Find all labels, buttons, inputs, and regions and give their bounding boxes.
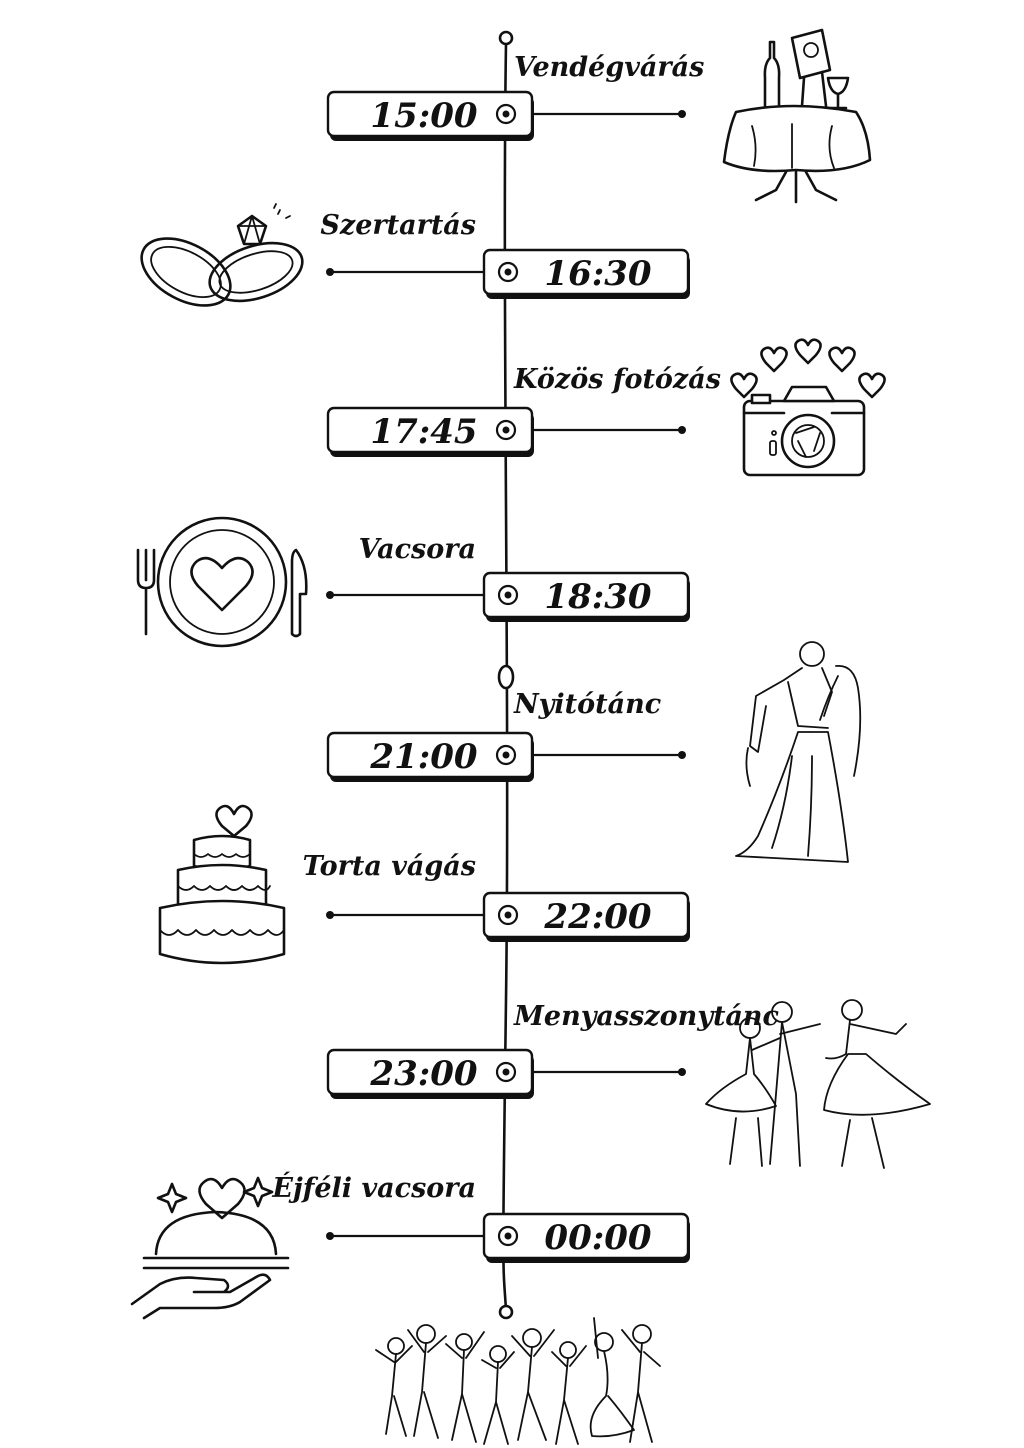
- time-box: [482, 571, 690, 619]
- bride-dance-icon: [705, 999, 931, 1169]
- connector-dot: [326, 1232, 334, 1240]
- time-box: [482, 248, 690, 296]
- target-icon: [495, 103, 517, 125]
- target-icon-center: [504, 268, 512, 276]
- timeline-spine: [497, 30, 515, 1320]
- timeline-event: 18:30 Vacsora: [326, 534, 690, 622]
- target-icon-center: [504, 1232, 512, 1240]
- party-crowd-icon: [375, 1317, 661, 1445]
- target-icon-center: [504, 911, 512, 919]
- event-time: 22:00: [543, 897, 652, 937]
- spine-bottom-knot: [498, 1304, 514, 1320]
- spine-top-knot: [498, 30, 514, 46]
- target-icon: [495, 1061, 517, 1083]
- connector-dot: [678, 110, 686, 118]
- event-label: Menyasszonytánc: [513, 1001, 779, 1032]
- wedding-rings-icon: [140, 203, 304, 307]
- wedding-cake-icon: [158, 804, 286, 965]
- time-box: [482, 891, 690, 939]
- timeline-event: 21:00 Nyitótánc: [326, 689, 686, 782]
- target-icon: [497, 261, 519, 283]
- banquet-table-icon: [722, 28, 872, 204]
- connector-dot: [326, 268, 334, 276]
- event-label: Szertartás: [320, 210, 476, 241]
- spine-middle-knot: [497, 664, 515, 690]
- time-box: [326, 1048, 534, 1096]
- plate-cutlery-icon: [136, 516, 308, 648]
- serving-cloche-icon: [130, 1176, 290, 1320]
- timeline-event: 00:00 Éjféli vacsora: [271, 1171, 690, 1263]
- timeline-event: 17:45 Közös fotózás: [326, 364, 721, 457]
- target-icon-center: [502, 751, 510, 759]
- event-label: Közös fotózás: [513, 364, 721, 395]
- couple-dance-icon: [735, 641, 862, 863]
- time-box: [326, 731, 534, 779]
- event-time: 18:30: [544, 577, 652, 617]
- target-icon: [497, 1225, 519, 1247]
- connector-dot: [678, 1068, 686, 1076]
- target-icon: [497, 584, 519, 606]
- event-label: Torta vágás: [303, 851, 476, 882]
- time-box: [326, 90, 534, 138]
- connector-dot: [326, 591, 334, 599]
- event-time: 16:30: [544, 254, 652, 294]
- target-icon-center: [502, 426, 510, 434]
- timeline-event: 23:00 Menyasszonytánc: [326, 1001, 779, 1099]
- target-icon: [495, 419, 517, 441]
- event-time: 17:45: [370, 412, 477, 452]
- event-label: Vacsora: [359, 534, 476, 565]
- target-icon-center: [502, 1068, 510, 1076]
- timeline-event: 15:00 Vendégvárás: [326, 52, 704, 141]
- event-label: Éjféli vacsora: [271, 1171, 476, 1204]
- connector-dot: [678, 426, 686, 434]
- event-time: 21:00: [369, 737, 478, 777]
- event-time: 15:00: [370, 96, 478, 136]
- target-icon-center: [502, 110, 510, 118]
- connector-dot: [678, 751, 686, 759]
- time-box: [326, 406, 534, 454]
- timeline-event: 16:30 Szertartás: [320, 210, 690, 299]
- event-label: Nyitótánc: [513, 689, 661, 720]
- target-icon: [497, 904, 519, 926]
- event-time: 00:00: [544, 1218, 652, 1258]
- event-label: Vendégvárás: [514, 52, 704, 83]
- target-icon-center: [504, 591, 512, 599]
- time-box: [482, 1212, 690, 1260]
- timeline-event: 22:00 Torta vágás: [303, 851, 690, 942]
- event-time: 23:00: [369, 1054, 478, 1094]
- target-icon: [495, 744, 517, 766]
- camera-hearts-icon: [730, 338, 886, 477]
- connector-dot: [326, 911, 334, 919]
